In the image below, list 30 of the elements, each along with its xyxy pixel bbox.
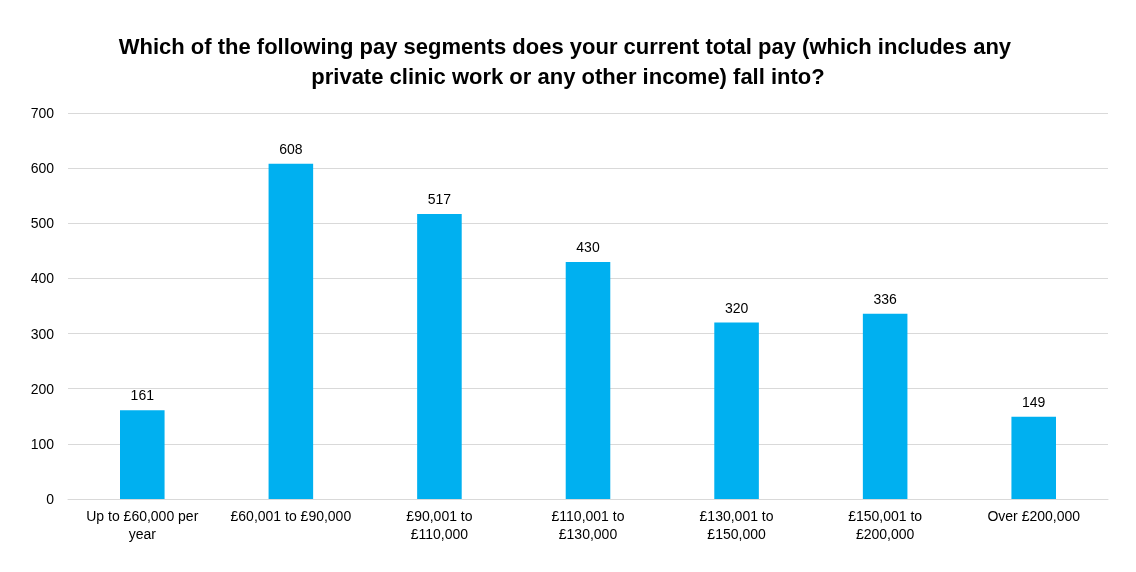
data-label: 517 [427,190,452,207]
y-tick-label: 0 [46,491,55,507]
x-tick-label: £90,001 to £110,000 [406,508,473,542]
y-tick-label: 100 [30,435,55,452]
y-tick-label: 200 [30,380,55,397]
data-label: 336 [873,290,898,307]
bar [268,163,314,499]
x-tick-label: Over £200,000 [987,508,1081,524]
bar [120,410,165,499]
x-tick-label: £110,001 to £130,000 [551,508,625,542]
data-label: 149 [1022,393,1046,410]
y-tick-label: 300 [30,325,55,342]
x-tick-label: £60,001 to £90,000 [230,508,352,524]
bar [565,261,611,499]
bar [862,313,908,499]
y-tick-label: 700 [30,105,55,121]
y-tick-label: 500 [30,215,55,232]
data-label: 430 [576,238,600,255]
x-tick-label: Up to £60,000 per year [86,508,199,542]
data-label: 161 [130,387,155,404]
chart-title: Which of the following pay segments does your current total pay (which includes any private clinic work or any other income) fall into? [118,33,1018,89]
y-tick-label: 400 [30,270,55,287]
bar [1011,416,1056,499]
bar [417,213,462,499]
x-tick-label: £150,001 to £200,000 [848,508,923,542]
x-tick-label: £130,001 to £150,000 [699,508,774,542]
bar [714,322,759,499]
y-tick-label: 600 [30,160,55,177]
data-label: 608 [279,140,303,157]
data-label: 320 [724,299,749,316]
